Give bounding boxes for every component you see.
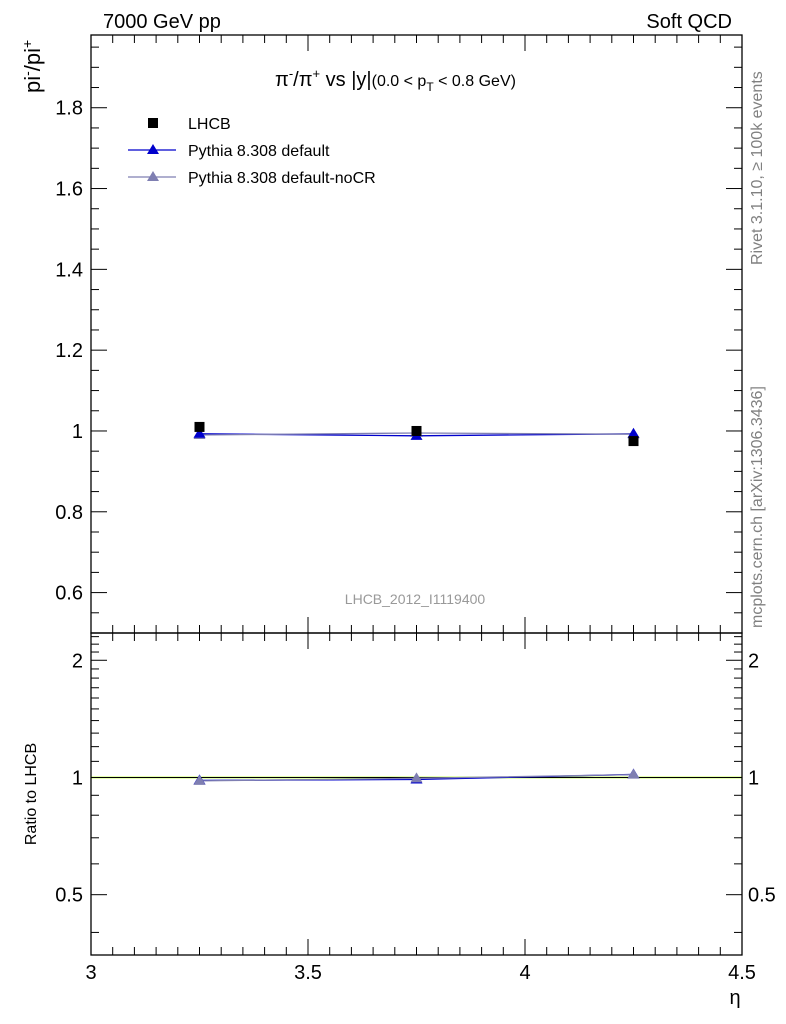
ratio-y-tick-label: 1 xyxy=(72,767,83,789)
x-axis-label: η xyxy=(729,987,740,1009)
ratio-data-point-1 xyxy=(193,774,206,785)
ratio-data-point-1 xyxy=(410,772,423,783)
data-point-0 xyxy=(628,436,639,447)
energy-label: 7000 GeV pp xyxy=(103,11,221,33)
analysis-watermark: LHCB_2012_I1119400 xyxy=(345,591,486,607)
y-tick-label: 1.2 xyxy=(55,340,83,362)
legend-label-nocr: Pythia 8.308 default-noCR xyxy=(188,170,376,187)
legend-marker-lhcb xyxy=(148,118,158,128)
main-y-axis-label: pi-/pi+ xyxy=(19,40,45,93)
legend: LHCB Pythia 8.308 default Pythia 8.308 d… xyxy=(128,116,376,187)
data-point-1 xyxy=(627,427,640,438)
ratio-axis-ticks: 0.5 0.5 1 1 2 2 xyxy=(55,636,776,933)
main-axis-ticks: 0.6 0.8 1 1.2 1.4 1.6 1.8 xyxy=(55,46,742,634)
chart-title: π-/π+ vs |y|(0.0 < pT < 0.8 GeV) xyxy=(275,66,516,94)
y-tick-label: 1.6 xyxy=(55,179,83,201)
ratio-y-tick-label-right: 0.5 xyxy=(748,885,776,907)
data-point-1 xyxy=(193,427,206,438)
legend-marker-default xyxy=(147,144,159,154)
y-tick-label: 1.4 xyxy=(55,259,83,281)
x-tick-label: 3 xyxy=(85,962,96,984)
ratio-plot-data xyxy=(91,768,742,785)
ratio-y-tick-label-right: 1 xyxy=(748,767,759,789)
data-point-0 xyxy=(194,421,205,432)
ratio-y-tick-label-right: 2 xyxy=(748,650,759,672)
x-tick-label: 4.5 xyxy=(728,962,756,984)
y-tick-label: 0.8 xyxy=(55,502,83,524)
y-tick-label: 0.6 xyxy=(55,583,83,605)
mcplots-label: mcplots.cern.ch [arXiv:1306.3436] xyxy=(749,386,766,628)
legend-marker-nocr xyxy=(147,171,159,181)
ratio-plot-frame xyxy=(90,632,743,956)
category-label: Soft QCD xyxy=(646,11,732,33)
ratio-y-tick-label: 2 xyxy=(72,650,83,672)
y-tick-label: 1.8 xyxy=(55,98,83,120)
ratio-y-tick-label: 0.5 xyxy=(55,885,83,907)
legend-label-default: Pythia 8.308 default xyxy=(188,143,330,160)
legend-label-lhcb: LHCB xyxy=(188,116,231,133)
x-axis-ticks: 3 3.5 4 4.5 xyxy=(85,35,756,984)
main-plot-data xyxy=(193,421,640,447)
x-tick-label: 3.5 xyxy=(294,962,322,984)
x-tick-label: 4 xyxy=(519,962,530,984)
ratio-y-axis-label: Ratio to LHCB xyxy=(23,743,40,845)
data-point-0 xyxy=(411,425,422,436)
rivet-label: Rivet 3.1.10, ≥ 100k events xyxy=(749,71,766,265)
ratio-data-point-1 xyxy=(627,768,640,779)
y-tick-label: 1 xyxy=(72,421,83,443)
